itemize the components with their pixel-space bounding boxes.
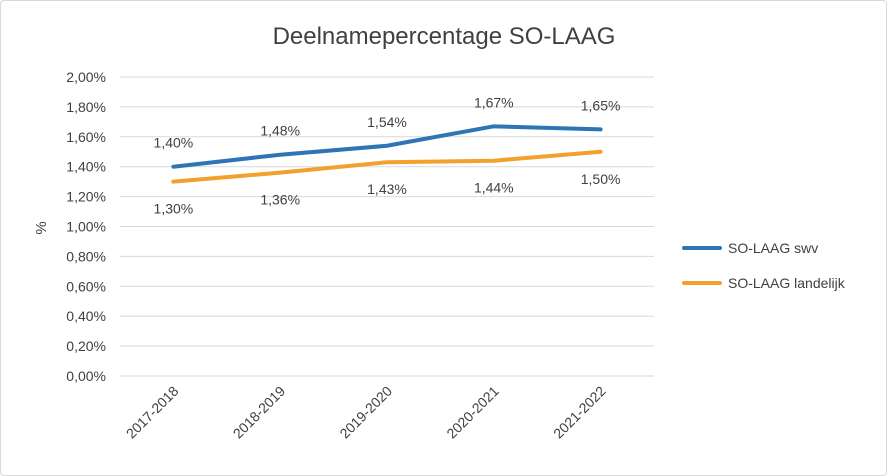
- data-label: 1,48%: [260, 123, 300, 139]
- data-label: 1,50%: [581, 171, 621, 187]
- y-tick-label: 2,00%: [66, 69, 106, 85]
- gridlines: [120, 76, 654, 377]
- series-line-2: [171, 149, 603, 184]
- y-tick-label: 0,20%: [66, 338, 106, 354]
- data-labels: 1,40% 1,48% 1,54% 1,67% 1,65% 1,30% 1,36% 1,43%…: [154, 94, 621, 216]
- x-tick-label: 2017-2018: [123, 383, 182, 442]
- y-tick-label: 1,20%: [66, 189, 106, 205]
- data-label: 1,40%: [154, 135, 194, 151]
- y-tick-label: 1,00%: [66, 219, 106, 235]
- series-lines: [171, 124, 603, 184]
- data-label: 1,67%: [474, 94, 514, 110]
- y-tick-label: 0,40%: [66, 308, 106, 324]
- data-label: 1,43%: [367, 181, 407, 197]
- y-tick-label: 0,80%: [66, 248, 106, 264]
- data-label: 1,54%: [367, 114, 407, 130]
- series-line-1: [171, 124, 603, 169]
- legend: SO-LAAG swv SO-LAAG landelijk: [682, 240, 846, 291]
- data-label: 1,30%: [154, 201, 194, 217]
- x-tick-label: 2019-2020: [336, 383, 395, 442]
- x-tick-label: 2021-2022: [550, 383, 609, 442]
- y-axis-title: %: [33, 221, 50, 234]
- data-label: 1,65%: [581, 97, 621, 113]
- legend-label: SO-LAAG swv: [728, 240, 818, 256]
- y-tick-label: 1,60%: [66, 129, 106, 145]
- x-tick-label: 2020-2021: [443, 383, 502, 442]
- data-label: 1,44%: [474, 180, 514, 196]
- legend-label: SO-LAAG landelijk: [728, 275, 846, 291]
- y-tick-label: 1,40%: [66, 159, 106, 175]
- chart-title: Deelnamepercentage SO-LAAG: [273, 23, 616, 50]
- y-tick-label: 1,80%: [66, 99, 106, 115]
- y-tick-label: 0,60%: [66, 278, 106, 294]
- data-label: 1,36%: [260, 192, 300, 208]
- x-tick-label: 2018-2019: [230, 383, 289, 442]
- y-axis-ticks: 0,00% 0,20% 0,40% 0,60% 0,80% 1,00% 1,20% 1,40%…: [66, 69, 106, 384]
- x-axis-ticks: 2017-2018 2018-2019 2019-2020 2020-2021 2021…: [123, 383, 609, 442]
- y-tick-label: 0,00%: [66, 368, 106, 384]
